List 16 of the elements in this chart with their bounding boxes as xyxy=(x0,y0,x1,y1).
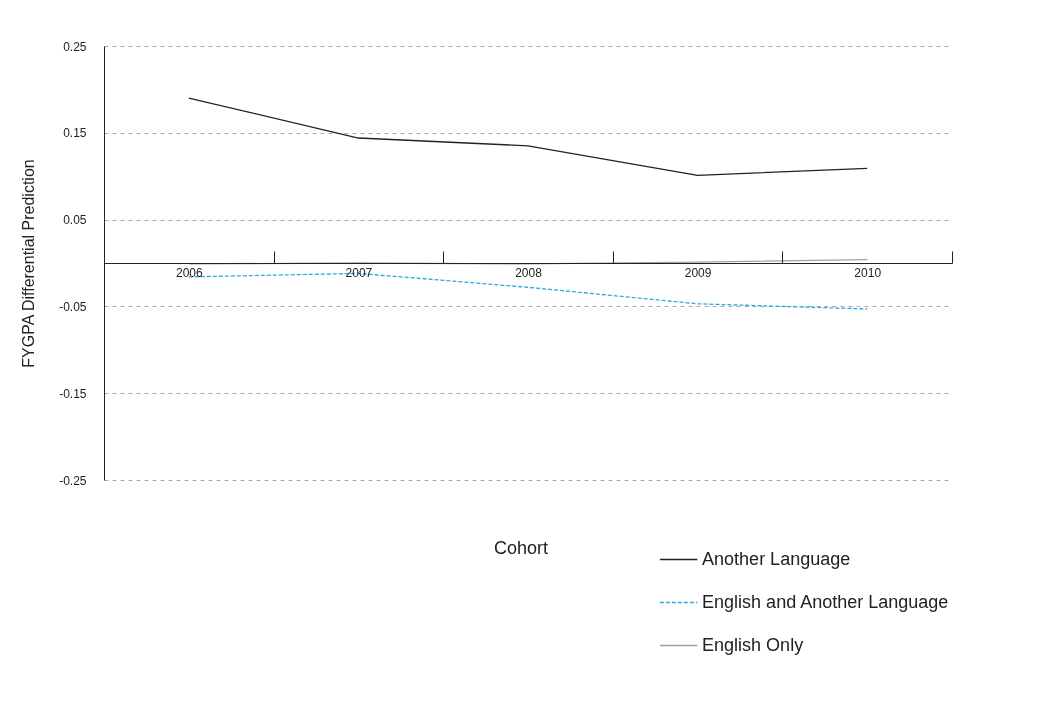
x-tick-label: 2009 xyxy=(684,265,712,280)
y-tick-label: 0.25 xyxy=(63,39,87,54)
y-tick-label: -0.25 xyxy=(59,473,87,488)
line-series xyxy=(188,97,868,176)
x-tick-label: 2006 xyxy=(175,265,203,280)
x-tick-label: 2008 xyxy=(515,265,543,280)
legend-label: English Only xyxy=(702,634,804,655)
y-tick-label: -0.05 xyxy=(59,299,87,314)
legend-title: Cohort xyxy=(494,538,549,558)
y-tick-label: -0.15 xyxy=(59,386,87,401)
y-tick-label: 0.05 xyxy=(63,213,87,228)
y-tick-label: 0.15 xyxy=(63,126,87,141)
legend-label: Another Language xyxy=(702,548,851,569)
x-tick-label: 2010 xyxy=(854,265,882,280)
y-axis-title: FYGPA Differential Prediction xyxy=(20,159,38,368)
legend-label: English and Another Language xyxy=(702,591,949,612)
